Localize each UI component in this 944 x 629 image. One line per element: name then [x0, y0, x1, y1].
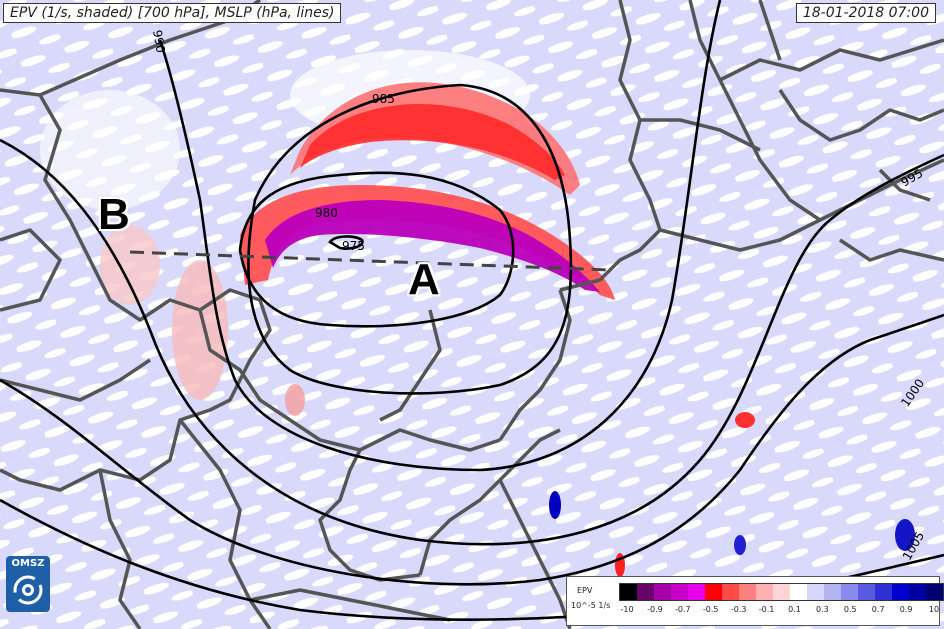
- legend-tick-label: -0.7: [675, 605, 691, 614]
- epv-negative-spot: [735, 412, 755, 428]
- legend-swatch: [909, 584, 926, 600]
- isobar-label-975: 975: [342, 239, 365, 253]
- epv-negative-core: [265, 200, 600, 292]
- legend-tick-label: 10: [928, 605, 940, 614]
- isobar-975: [328, 235, 364, 250]
- legend-colorbar: [619, 583, 944, 601]
- legend-swatch: [637, 584, 654, 600]
- legend-tick-label: 0.3: [815, 605, 829, 614]
- legend-swatch: [620, 584, 637, 600]
- legend-swatch: [807, 584, 824, 600]
- point-label-a: A: [408, 255, 440, 304]
- legend-swatch: [654, 584, 671, 600]
- legend-swatch: [773, 584, 790, 600]
- isobar-980: [238, 171, 515, 328]
- legend-swatch: [705, 584, 722, 600]
- legend-tick-label: 0.7: [871, 605, 885, 614]
- epv-positive-spot: [734, 535, 746, 555]
- map-datetime: 18-01-2018 07:00: [795, 3, 936, 23]
- legend-swatch: [892, 584, 909, 600]
- legend-tick-label: 0.1: [788, 605, 801, 614]
- epv-positive-patch: [100, 225, 160, 305]
- legend-swatch: [875, 584, 892, 600]
- point-label-b: B: [98, 190, 130, 239]
- legend-tick-label: -0.3: [730, 605, 747, 614]
- epv-positive-patch: [285, 384, 305, 416]
- legend-swatch: [858, 584, 875, 600]
- isobar-995: [0, 138, 944, 546]
- map-title: EPV (1/s, shaded) [700 hPa], MSLP (hPa, …: [3, 3, 342, 23]
- legend-ticks: -10 -0.9 -0.7 -0.5 -0.3 -0.1 0.1 0.3 0.5 0.7 0.9 10: [619, 605, 939, 617]
- legend-unit: 10^-5 1/s: [571, 601, 611, 610]
- isobar-label-990: 990: [150, 29, 168, 54]
- logo-text: OMSZ: [11, 558, 45, 569]
- epv-positive-spot: [895, 519, 915, 551]
- legend-swatch: [824, 584, 841, 600]
- legend-swatch: [841, 584, 858, 600]
- cross-section-line: [129, 250, 611, 272]
- legend-swatch: [722, 584, 739, 600]
- legend-tick-label: 0.9: [899, 605, 913, 614]
- isobar-label-980: 980: [315, 206, 338, 220]
- legend-swatch: [739, 584, 756, 600]
- isobar-label-985: 985: [372, 92, 395, 106]
- legend-tick-label: -0.9: [647, 605, 663, 614]
- legend-tick-label: 0.5: [843, 605, 857, 614]
- epv-legend: EPV 10^-5 1/s -10 -0.9 -0.7 -0.5 -0.3 -0.1 0.1…: [566, 576, 944, 626]
- legend-swatch: [790, 584, 807, 600]
- isobar-1000: [0, 313, 944, 586]
- epv-positive-spot: [549, 491, 561, 519]
- epv-negative-band: [300, 103, 565, 180]
- legend-swatch: [756, 584, 773, 600]
- isobar-990: [158, 0, 722, 472]
- legend-tick-label: -10: [620, 605, 634, 614]
- logo-swirl-icon: [13, 575, 43, 605]
- white-region: [40, 90, 180, 210]
- legend-tick-label: -0.5: [702, 605, 719, 614]
- legend-title: EPV: [577, 586, 593, 595]
- legend-tick-label: -0.1: [758, 605, 775, 614]
- omsz-logo: OMSZ: [6, 556, 50, 612]
- legend-swatch: [671, 584, 688, 600]
- legend-swatch: [926, 584, 943, 600]
- isobar-985: [247, 83, 573, 395]
- legend-swatch: [688, 584, 705, 600]
